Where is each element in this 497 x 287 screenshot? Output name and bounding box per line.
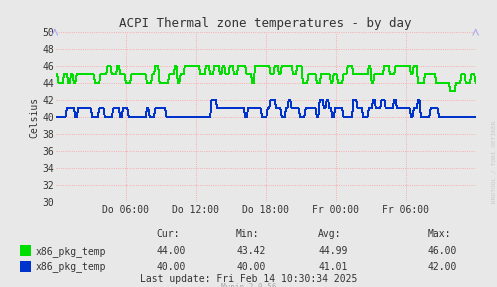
Text: 40.00: 40.00 (157, 262, 186, 272)
Text: Avg:: Avg: (318, 229, 341, 239)
Text: Munin 2.0.56: Munin 2.0.56 (221, 284, 276, 287)
Text: Last update: Fri Feb 14 10:30:34 2025: Last update: Fri Feb 14 10:30:34 2025 (140, 274, 357, 284)
Text: Max:: Max: (427, 229, 451, 239)
Text: 41.01: 41.01 (318, 262, 347, 272)
Text: Cur:: Cur: (157, 229, 180, 239)
Text: RRDTOOL / TOBI OETIKER: RRDTOOL / TOBI OETIKER (491, 121, 496, 203)
Text: Min:: Min: (236, 229, 259, 239)
Title: ACPI Thermal zone temperatures - by day: ACPI Thermal zone temperatures - by day (119, 18, 412, 30)
Text: 40.00: 40.00 (236, 262, 265, 272)
Text: x86_pkg_temp: x86_pkg_temp (36, 246, 106, 257)
Text: 42.00: 42.00 (427, 262, 457, 272)
Text: x86_pkg_temp: x86_pkg_temp (36, 261, 106, 272)
Text: 46.00: 46.00 (427, 246, 457, 256)
Text: 43.42: 43.42 (236, 246, 265, 256)
Text: 44.99: 44.99 (318, 246, 347, 256)
Y-axis label: Celsius: Celsius (30, 96, 40, 137)
Text: 44.00: 44.00 (157, 246, 186, 256)
